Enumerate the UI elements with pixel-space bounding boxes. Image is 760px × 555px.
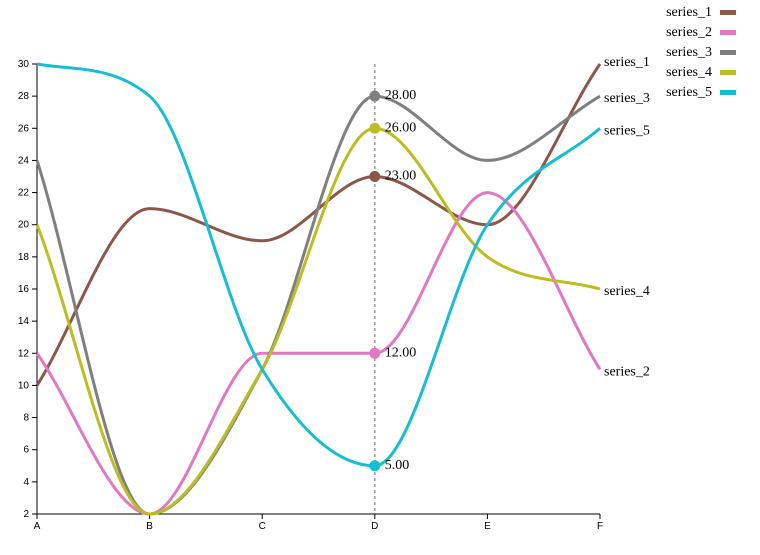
x-axis: A B C D E F — [34, 513, 603, 532]
y-tick-label: 28 — [18, 91, 30, 102]
series_3-line — [35, 94, 601, 516]
legend-label-series_1: series_1 — [666, 5, 712, 20]
series_2-value-label: 12.00 — [385, 345, 417, 360]
y-tick-label: 8 — [23, 413, 29, 424]
series_4-line — [35, 126, 601, 516]
legend-swatch-series_3 — [720, 50, 736, 55]
x-tick-label: F — [597, 521, 603, 532]
y-tick-label: 18 — [18, 252, 30, 263]
y-tick-label: 20 — [18, 220, 30, 231]
series_5-value-label: 5.00 — [385, 458, 410, 473]
y-tick-label: 22 — [18, 188, 30, 199]
series_3-end-label: series_3 — [604, 91, 650, 106]
y-tick-label: 10 — [18, 380, 30, 391]
legend-label-series_2: series_2 — [666, 25, 712, 40]
legend-swatch-series_2 — [720, 30, 736, 35]
series_5-line — [36, 62, 601, 468]
series_1-marker — [369, 171, 381, 182]
series_1-line — [35, 63, 602, 387]
x-tick-label: D — [371, 521, 378, 532]
series_4-marker — [369, 122, 381, 134]
legend-label-series_4: series_4 — [666, 65, 712, 80]
legend-label-series_5: series_5 — [666, 85, 712, 100]
series_1-value-label: 23.00 — [385, 169, 417, 184]
y-tick-label: 4 — [23, 477, 29, 488]
y-tick-label: 30 — [18, 59, 30, 70]
x-tick-label: B — [146, 521, 153, 532]
legend-swatch-series_5 — [720, 90, 736, 95]
series_2-marker — [369, 347, 381, 359]
series_5-marker — [369, 460, 381, 472]
y-tick-label: 6 — [23, 445, 29, 456]
series-lines — [35, 62, 602, 516]
x-tick-label: E — [484, 521, 491, 532]
y-tick-label: 12 — [18, 348, 30, 359]
series-end-labels: series_1 series_2 series_3 series_4 series_5 — [604, 55, 650, 379]
series_4-value-label: 26.00 — [385, 120, 417, 135]
series_2-line — [35, 191, 602, 516]
series_2-end-label: series_2 — [604, 364, 650, 379]
series_3-value-label: 28.00 — [385, 88, 417, 103]
series_3-marker — [369, 90, 381, 102]
y-tick-label: 26 — [18, 123, 30, 134]
hover-markers: 28.00 26.00 23.00 12.00 5.00 — [369, 88, 416, 473]
series_4-end-label: series_4 — [604, 284, 650, 299]
legend-swatch-series_4 — [720, 70, 736, 75]
y-tick-label: 16 — [18, 284, 30, 295]
x-tick-label: A — [34, 521, 41, 532]
y-tick-label: 2 — [23, 509, 29, 520]
series_1-end-label: series_1 — [604, 55, 650, 70]
legend: series_1 series_2 series_3 series_4 series_5 — [666, 5, 736, 100]
y-tick-label: 14 — [18, 316, 30, 327]
legend-label-series_3: series_3 — [666, 45, 712, 60]
x-tick-label: C — [259, 521, 266, 532]
legend-swatch-series_1 — [720, 10, 736, 15]
series_5-end-label: series_5 — [604, 123, 650, 138]
y-tick-label: 24 — [18, 155, 30, 166]
